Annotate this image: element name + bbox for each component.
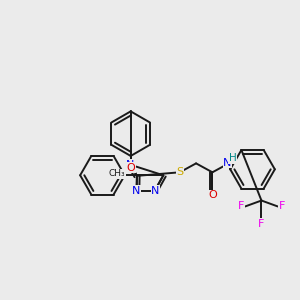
Text: N: N [126, 160, 134, 170]
Text: N: N [132, 186, 140, 196]
Text: F: F [238, 202, 244, 212]
Text: H: H [229, 153, 236, 163]
Text: CH₃: CH₃ [109, 169, 125, 178]
Text: N: N [151, 186, 160, 196]
Text: N: N [223, 158, 232, 168]
Text: O: O [126, 163, 135, 173]
Text: F: F [258, 219, 265, 229]
Text: F: F [278, 202, 285, 212]
Text: O: O [208, 190, 217, 200]
Text: S: S [176, 167, 183, 177]
